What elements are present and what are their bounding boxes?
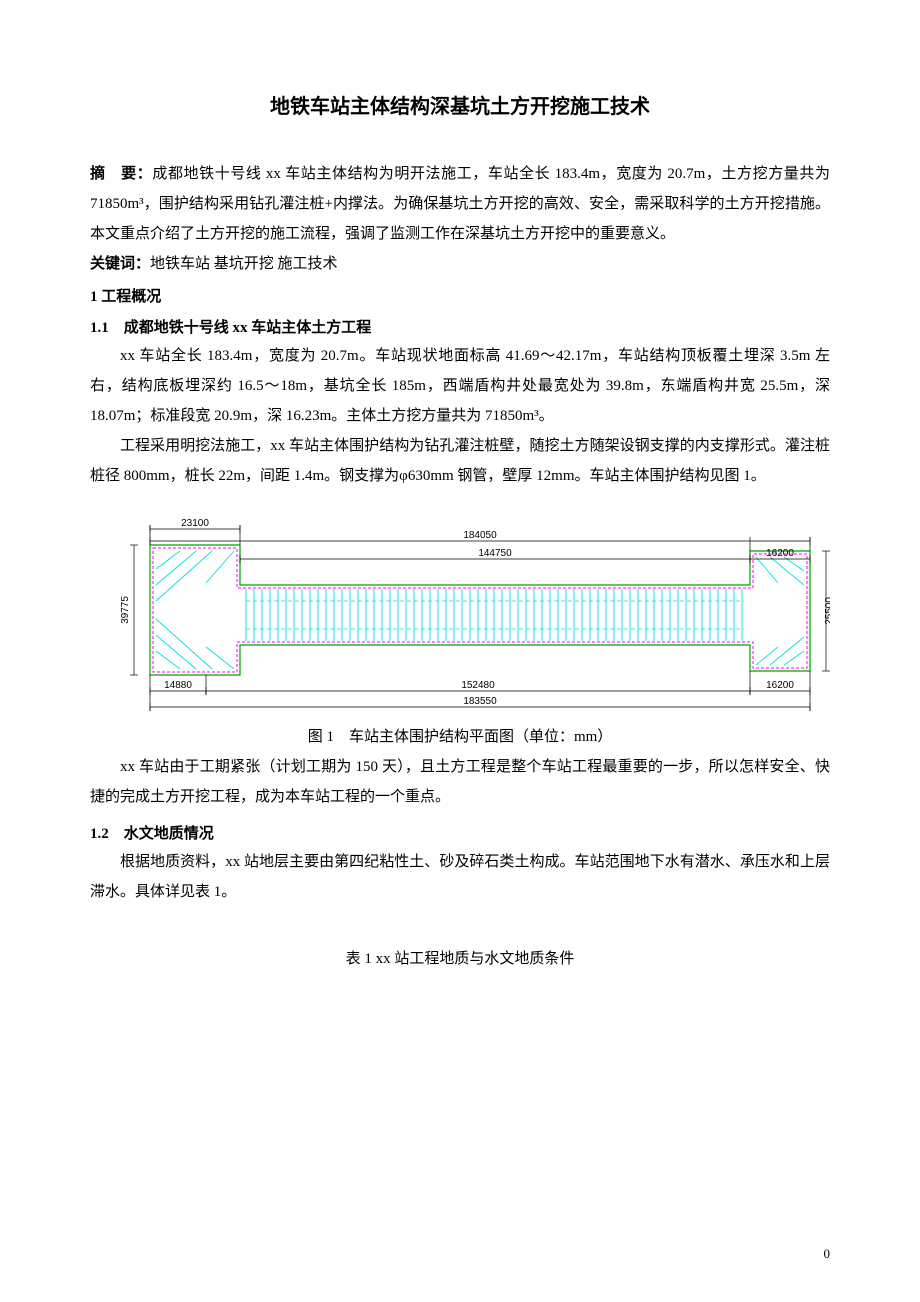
svg-text:184050: 184050 — [463, 530, 497, 541]
svg-text:144750: 144750 — [478, 548, 512, 559]
heading-1: 1 工程概况 — [90, 285, 830, 306]
figure-1-svg: 23100 184050 144750 16200 39775 25500 14880 152… — [90, 505, 830, 715]
abstract: 摘 要：成都地铁十号线 xx 车站主体结构为明开法施工，车站全长 183.4m，… — [90, 159, 830, 249]
svg-text:39775: 39775 — [120, 596, 131, 624]
svg-text:14880: 14880 — [164, 680, 192, 691]
page-number: 0 — [824, 1246, 831, 1262]
svg-text:16200: 16200 — [766, 548, 794, 559]
paragraph-3: xx 车站由于工期紧张（计划工期为 150 天），且土方工程是整个车站工程最重要… — [90, 752, 830, 812]
heading-1-2: 1.2 水文地质情况 — [90, 822, 830, 843]
paragraph-4: 根据地质资料，xx 站地层主要由第四纪粘性土、砂及碎石类土构成。车站范围地下水有… — [90, 847, 830, 907]
document-title: 地铁车站主体结构深基坑土方开挖施工技术 — [90, 90, 830, 119]
paragraph-1: xx 车站全长 183.4m，宽度为 20.7m。车站现状地面标高 41.69～… — [90, 341, 830, 431]
keywords-label: 关键词： — [90, 256, 150, 272]
table-1-caption: 表 1 xx 站工程地质与水文地质条件 — [90, 947, 830, 968]
heading-1-1: 1.1 成都地铁十号线 xx 车站主体土方工程 — [90, 316, 830, 337]
svg-text:23100: 23100 — [181, 518, 209, 529]
svg-text:16200: 16200 — [766, 680, 794, 691]
svg-text:25500: 25500 — [824, 597, 830, 625]
page: 地铁车站主体结构深基坑土方开挖施工技术 摘 要：成都地铁十号线 xx 车站主体结… — [0, 0, 920, 1302]
figure-1: 23100 184050 144750 16200 39775 25500 14880 152… — [90, 505, 830, 715]
figure-1-caption: 图 1 车站主体围护结构平面图（单位：mm） — [90, 725, 830, 746]
abstract-label: 摘 要： — [90, 166, 152, 182]
svg-text:152480: 152480 — [461, 680, 495, 691]
keywords-text: 地铁车站 基坑开挖 施工技术 — [150, 256, 338, 272]
paragraph-2: 工程采用明挖法施工，xx 车站主体围护结构为钻孔灌注桩壁，随挖土方随架设钢支撑的… — [90, 431, 830, 491]
abstract-text: 成都地铁十号线 xx 车站主体结构为明开法施工，车站全长 183.4m，宽度为 … — [90, 166, 830, 242]
keywords: 关键词：地铁车站 基坑开挖 施工技术 — [90, 249, 830, 279]
svg-text:183550: 183550 — [463, 696, 497, 707]
